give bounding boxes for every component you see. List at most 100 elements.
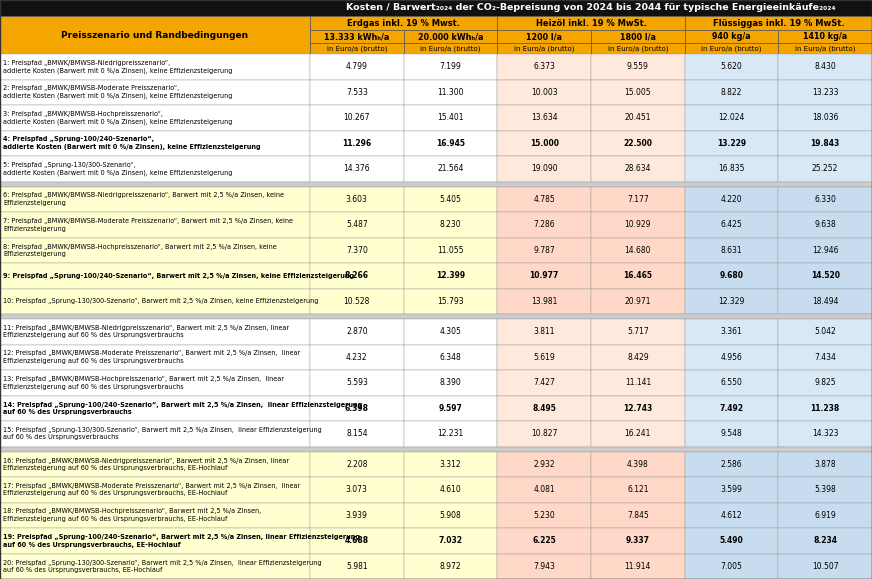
Text: 7.177: 7.177 xyxy=(627,195,649,204)
Text: 4.799: 4.799 xyxy=(346,63,368,71)
Text: 7.533: 7.533 xyxy=(346,88,368,97)
Bar xyxy=(591,319,685,345)
Bar xyxy=(497,288,591,314)
Text: 12: Preispfad „BMWK/BMWSB-Moderate Preisszenario“, Barwert mit 2,5 %/a Zinsen,  : 12: Preispfad „BMWK/BMWSB-Moderate Preis… xyxy=(3,350,300,364)
Bar xyxy=(779,54,872,79)
Text: 1410 kg/a: 1410 kg/a xyxy=(803,32,848,41)
Bar xyxy=(0,503,310,528)
Bar xyxy=(685,452,779,477)
Text: 7.032: 7.032 xyxy=(439,536,462,545)
Bar xyxy=(0,105,310,130)
Text: 5.981: 5.981 xyxy=(346,562,368,571)
Bar xyxy=(497,395,591,421)
Bar xyxy=(685,319,779,345)
Bar xyxy=(310,319,404,345)
Text: 6.121: 6.121 xyxy=(627,485,649,494)
Text: 3: Preispfad „BMWK/BMWSB-Hochpreisszenario“,
addierte Kosten (Barwert mit 0 %/a : 3: Preispfad „BMWK/BMWSB-Hochpreisszenar… xyxy=(3,111,233,124)
Bar xyxy=(685,186,779,212)
Text: 13.233: 13.233 xyxy=(812,88,838,97)
Bar xyxy=(310,130,404,156)
Bar xyxy=(685,263,779,288)
Bar xyxy=(591,237,685,263)
Bar xyxy=(685,54,779,79)
Text: 5.620: 5.620 xyxy=(720,63,742,71)
Bar xyxy=(404,319,497,345)
Text: 11.300: 11.300 xyxy=(437,88,464,97)
Bar xyxy=(310,16,497,30)
Text: 6: Preispfad „BMWK/BMWSB-Niedrigpreisszenario“, Barwert mit 2,5 %/a Zinsen, kein: 6: Preispfad „BMWK/BMWSB-Niedrigpreissze… xyxy=(3,192,284,206)
Bar xyxy=(779,263,872,288)
Text: 16.945: 16.945 xyxy=(436,139,465,148)
Bar xyxy=(0,212,310,237)
Bar xyxy=(310,452,404,477)
Bar xyxy=(404,43,497,54)
Text: 7.434: 7.434 xyxy=(814,353,836,362)
Bar xyxy=(0,181,872,186)
Bar xyxy=(404,263,497,288)
Bar xyxy=(497,319,591,345)
Bar xyxy=(0,314,872,319)
Bar xyxy=(685,212,779,237)
Bar xyxy=(591,156,685,181)
Text: in Euro/a (brutto): in Euro/a (brutto) xyxy=(701,45,762,52)
Bar xyxy=(591,30,685,43)
Bar xyxy=(310,395,404,421)
Bar xyxy=(779,452,872,477)
Text: 8.631: 8.631 xyxy=(720,245,742,255)
Bar xyxy=(0,395,310,421)
Text: 18: Preispfad „BMWK/BMWSB-Hochpreisszenario“, Barwert mit 2,5 %/a Zinsen,
Effizi: 18: Preispfad „BMWK/BMWSB-Hochpreisszena… xyxy=(3,508,261,522)
Bar xyxy=(0,528,310,554)
Text: 6.225: 6.225 xyxy=(532,536,556,545)
Bar xyxy=(497,186,591,212)
Bar xyxy=(497,452,591,477)
Bar xyxy=(497,237,591,263)
Bar xyxy=(497,105,591,130)
Bar xyxy=(779,477,872,503)
Text: in Euro/a (brutto): in Euro/a (brutto) xyxy=(608,45,668,52)
Text: 3.599: 3.599 xyxy=(720,485,742,494)
Bar xyxy=(404,477,497,503)
Text: 2.870: 2.870 xyxy=(346,327,368,336)
Bar xyxy=(685,288,779,314)
Text: 7.286: 7.286 xyxy=(534,220,555,229)
Text: 10.827: 10.827 xyxy=(531,429,557,438)
Text: 5.230: 5.230 xyxy=(534,511,555,520)
Text: 12.231: 12.231 xyxy=(438,429,464,438)
Text: 8.266: 8.266 xyxy=(344,271,369,280)
Text: 3.603: 3.603 xyxy=(346,195,368,204)
Bar xyxy=(497,30,591,43)
Text: 19.843: 19.843 xyxy=(811,139,840,148)
Bar xyxy=(497,421,591,446)
Bar xyxy=(310,477,404,503)
Text: Heizöl inkl. 19 % MwSt.: Heizöl inkl. 19 % MwSt. xyxy=(535,19,646,27)
Text: 14.376: 14.376 xyxy=(344,164,370,173)
Bar xyxy=(591,528,685,554)
Text: in Euro/a (brutto): in Euro/a (brutto) xyxy=(514,45,575,52)
Bar xyxy=(0,446,872,452)
Bar xyxy=(404,554,497,579)
Text: 9.680: 9.680 xyxy=(719,271,744,280)
Bar xyxy=(685,130,779,156)
Text: 3.361: 3.361 xyxy=(720,327,742,336)
Bar xyxy=(404,105,497,130)
Bar xyxy=(0,288,310,314)
Bar xyxy=(0,263,310,288)
Bar xyxy=(310,345,404,370)
Bar xyxy=(779,105,872,130)
Text: 8.822: 8.822 xyxy=(721,88,742,97)
Text: 13.333 kWhₕ/a: 13.333 kWhₕ/a xyxy=(324,32,390,41)
Text: 8.430: 8.430 xyxy=(814,63,836,71)
Bar xyxy=(591,79,685,105)
Bar xyxy=(404,186,497,212)
Text: 10.977: 10.977 xyxy=(529,271,559,280)
Text: Preisszenario und Randbedingungen: Preisszenario und Randbedingungen xyxy=(61,31,249,39)
Bar xyxy=(591,105,685,130)
Text: 3.312: 3.312 xyxy=(439,460,461,469)
Bar xyxy=(685,421,779,446)
Text: 4.305: 4.305 xyxy=(439,327,461,336)
Text: 8.972: 8.972 xyxy=(439,562,461,571)
Text: 10.267: 10.267 xyxy=(344,113,370,122)
Bar xyxy=(310,503,404,528)
Bar xyxy=(497,54,591,79)
Text: 6.398: 6.398 xyxy=(344,404,369,413)
